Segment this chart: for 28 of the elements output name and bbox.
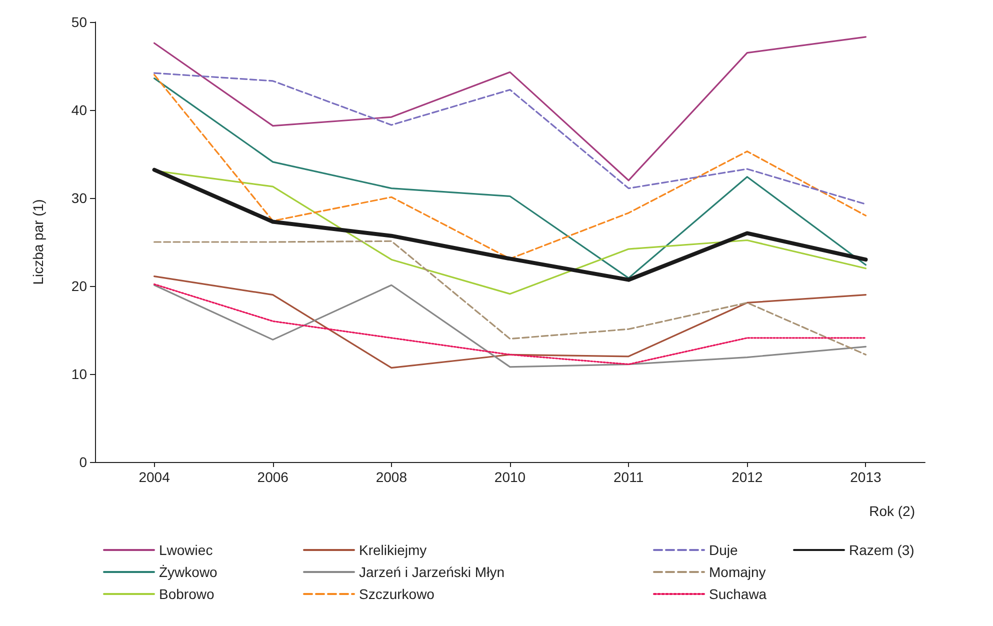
y-tick-label: 0: [79, 454, 88, 470]
legend-label: Krelikiejmy: [359, 542, 427, 558]
legend-label: Suchawa: [709, 586, 767, 602]
x-tick-label: 2013: [850, 469, 882, 485]
y-tick-label: 30: [71, 190, 88, 206]
legend-label: Jarzeń i Jarzeński Młyn: [359, 564, 504, 580]
legend-label: Razem (3): [849, 542, 914, 558]
x-tick-label: 2012: [732, 469, 763, 485]
y-axis-title: Liczba par (1): [30, 199, 46, 285]
y-tick-label: 10: [71, 366, 88, 382]
x-tick-label: 2011: [614, 469, 644, 485]
line-series: [153, 36, 867, 182]
y-tick-label: 40: [71, 102, 88, 118]
legend-label: Szczurkowo: [359, 586, 435, 602]
y-tick-label: 20: [71, 278, 88, 294]
legend-label: Żywkowo: [159, 564, 218, 580]
x-tick-label: 2006: [257, 469, 289, 485]
line-series: [153, 240, 867, 356]
legend-label: Lwowiec: [159, 542, 213, 558]
x-tick-label: 2004: [138, 469, 170, 485]
legend-label: Momajny: [709, 564, 766, 580]
legend-label: Bobrowo: [159, 586, 214, 602]
x-axis-title: Rok (2): [869, 503, 915, 519]
x-tick-label: 2008: [376, 469, 408, 485]
x-tick-label: 2010: [494, 469, 526, 485]
legend-label: Duje: [709, 542, 738, 558]
line-series: [153, 72, 867, 205]
y-tick-label: 50: [71, 14, 88, 30]
